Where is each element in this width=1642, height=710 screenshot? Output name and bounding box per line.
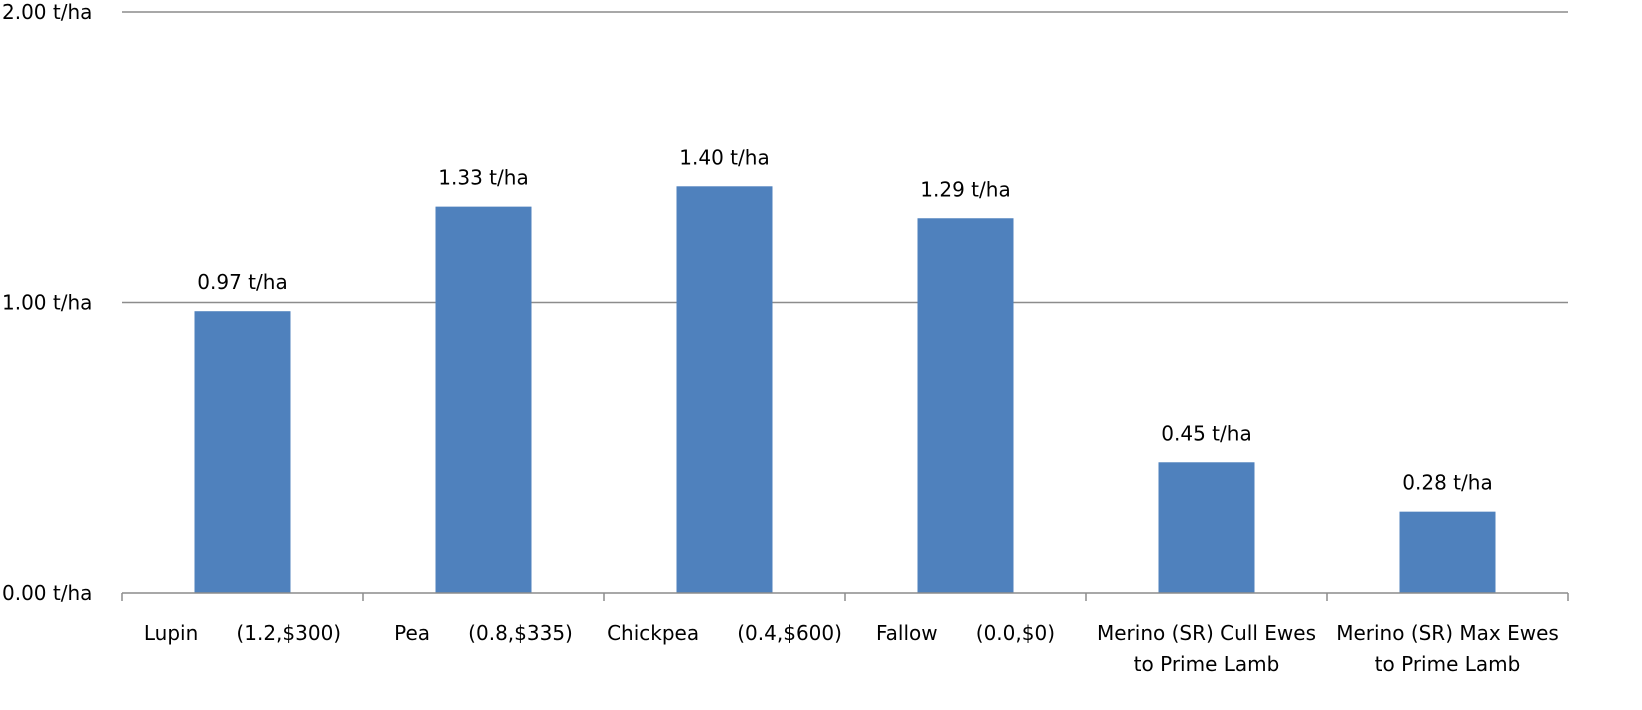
x-category-label: Pea (0.8,$335) <box>394 621 573 645</box>
y-tick-label: 2.00 t/ha <box>2 0 92 24</box>
bar <box>435 206 532 593</box>
data-label: 1.40 t/ha <box>679 145 769 169</box>
x-category-label: Lupin (1.2,$300) <box>144 621 341 645</box>
bar <box>676 186 773 594</box>
gridlines <box>122 11 1568 304</box>
x-category-label: Chickpea (0.4,$600) <box>607 621 842 645</box>
bar <box>1399 511 1496 593</box>
y-tick-label: 1.00 t/ha <box>2 291 92 315</box>
data-label: 0.28 t/ha <box>1402 471 1492 495</box>
data-labels: 0.97 t/ha 1.33 t/ha 1.40 t/ha 1.29 t/ha 0.45… <box>197 145 1492 494</box>
data-label: 1.29 t/ha <box>920 177 1010 201</box>
bar <box>194 311 291 593</box>
data-label: 0.45 t/ha <box>1161 421 1251 445</box>
bar <box>917 218 1014 593</box>
y-axis: 0.00 t/ha 1.00 t/ha 2.00 t/ha <box>2 0 92 605</box>
bars <box>194 186 1496 594</box>
x-axis: Lupin (1.2,$300) Pea (0.8,$335) Chickpea (… <box>121 592 1569 676</box>
x-category-label: to Prime Lamb <box>1375 652 1521 676</box>
x-category-label: Merino (SR) Cull Ewes <box>1097 621 1316 645</box>
x-category-label: to Prime Lamb <box>1134 652 1280 676</box>
bar <box>1158 462 1255 593</box>
x-category-label: Fallow (0.0,$0) <box>876 621 1055 645</box>
y-tick-label: 0.00 t/ha <box>2 581 92 605</box>
data-label: 0.97 t/ha <box>197 270 287 294</box>
data-label: 1.33 t/ha <box>438 166 528 190</box>
x-category-label: Merino (SR) Max Ewes <box>1336 621 1559 645</box>
